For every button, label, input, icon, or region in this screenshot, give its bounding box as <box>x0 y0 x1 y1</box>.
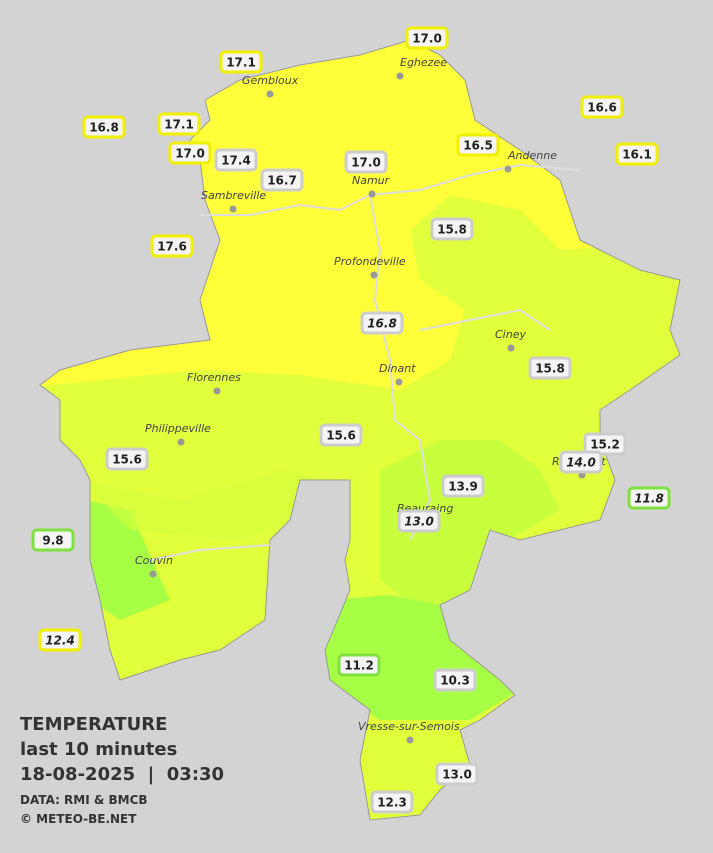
station-temperature: 16.6 <box>587 101 617 115</box>
station-temperature: 15.6 <box>326 429 356 443</box>
station-box <box>168 141 212 165</box>
station-temperature: 17.0 <box>351 156 381 170</box>
city-dot <box>266 90 274 98</box>
city-dot <box>368 190 376 198</box>
city-dot <box>395 378 403 386</box>
station-temperature: 11.2 <box>344 659 374 673</box>
station-temperature: 9.8 <box>42 534 63 548</box>
station-box <box>627 486 671 510</box>
station-temperature: 16.8 <box>89 121 119 135</box>
station-box <box>219 50 263 74</box>
station-temperature: 17.6 <box>157 240 187 254</box>
station-temperature: 12.4 <box>45 634 75 648</box>
station-box <box>397 509 441 533</box>
station-box <box>360 311 404 335</box>
city-label: Andenne <box>507 149 557 162</box>
station-temperature: 16.5 <box>463 139 493 153</box>
legend-credit: © METEO-BE.NET <box>20 812 137 826</box>
city-label: Gembloux <box>242 74 299 87</box>
station-box <box>528 356 572 380</box>
city-label: Philippeville <box>145 422 211 435</box>
station-box <box>214 148 258 172</box>
station-box <box>370 790 414 814</box>
station-box <box>319 423 363 447</box>
legend-title: TEMPERATURE <box>20 714 167 735</box>
city-label: Sambreville <box>201 189 266 202</box>
station-temperature: 17.0 <box>175 147 205 161</box>
city-dot <box>406 736 414 744</box>
station-box <box>337 653 381 677</box>
station-box <box>580 95 624 119</box>
station-box <box>344 150 388 174</box>
legend-subtitle: last 10 minutes <box>20 739 177 760</box>
city-dot <box>213 387 221 395</box>
station-temperature: 17.1 <box>164 118 194 132</box>
station-box <box>615 142 659 166</box>
station-temperature: 15.8 <box>535 362 565 376</box>
station-box <box>430 217 474 241</box>
city-label: Eghezee <box>400 56 447 69</box>
city-dot <box>396 72 404 80</box>
station-box <box>157 112 201 136</box>
station-temperature: 10.3 <box>440 674 470 688</box>
station-temperature: 17.0 <box>412 32 442 46</box>
station-box <box>260 168 304 192</box>
station-temperature: 16.8 <box>367 317 397 331</box>
station-temperature: 12.3 <box>377 796 407 810</box>
city-dot <box>370 271 378 279</box>
station-temperature: 14.0 <box>566 456 596 470</box>
city-label: Namur <box>352 174 391 187</box>
city-dot <box>149 570 157 578</box>
city-dot <box>229 205 237 213</box>
station-temperature: 13.0 <box>404 515 434 529</box>
legend-source: DATA: RMI & BMCB <box>20 793 148 807</box>
station-box <box>441 474 485 498</box>
city-label: Profondeville <box>334 255 406 268</box>
station-box <box>456 133 500 157</box>
station-box <box>435 762 479 786</box>
station-temperature: 17.1 <box>226 56 256 70</box>
station-box <box>38 628 82 652</box>
station-box <box>559 450 603 474</box>
station-temperature: 16.1 <box>622 148 652 162</box>
city-label: Vresse-sur-Semois <box>358 720 460 733</box>
station-temperature: 15.2 <box>590 438 620 452</box>
station-temperature: 13.9 <box>448 480 478 494</box>
city-label: Florennes <box>187 371 241 384</box>
station-box <box>433 668 477 692</box>
station-box <box>82 115 126 139</box>
station-temperature: 15.6 <box>112 453 142 467</box>
station-temperature: 11.8 <box>634 492 664 506</box>
city-label: Ciney <box>495 328 526 341</box>
station-box <box>405 26 449 50</box>
city-label: Couvin <box>135 554 173 567</box>
station-temperature: 16.7 <box>267 174 297 188</box>
station-box <box>583 432 627 456</box>
city-label: Dinant <box>379 362 416 375</box>
station-temperature: 15.8 <box>437 223 467 237</box>
station-temperature: 17.4 <box>221 154 251 168</box>
legend-datetime: 18-08-2025 | 03:30 <box>20 764 224 785</box>
station-box <box>105 447 149 471</box>
city-dot <box>504 165 512 173</box>
station-temperature: 13.0 <box>442 768 472 782</box>
station-box <box>31 528 75 552</box>
city-dot <box>507 344 515 352</box>
station-box <box>150 234 194 258</box>
city-dot <box>177 438 185 446</box>
